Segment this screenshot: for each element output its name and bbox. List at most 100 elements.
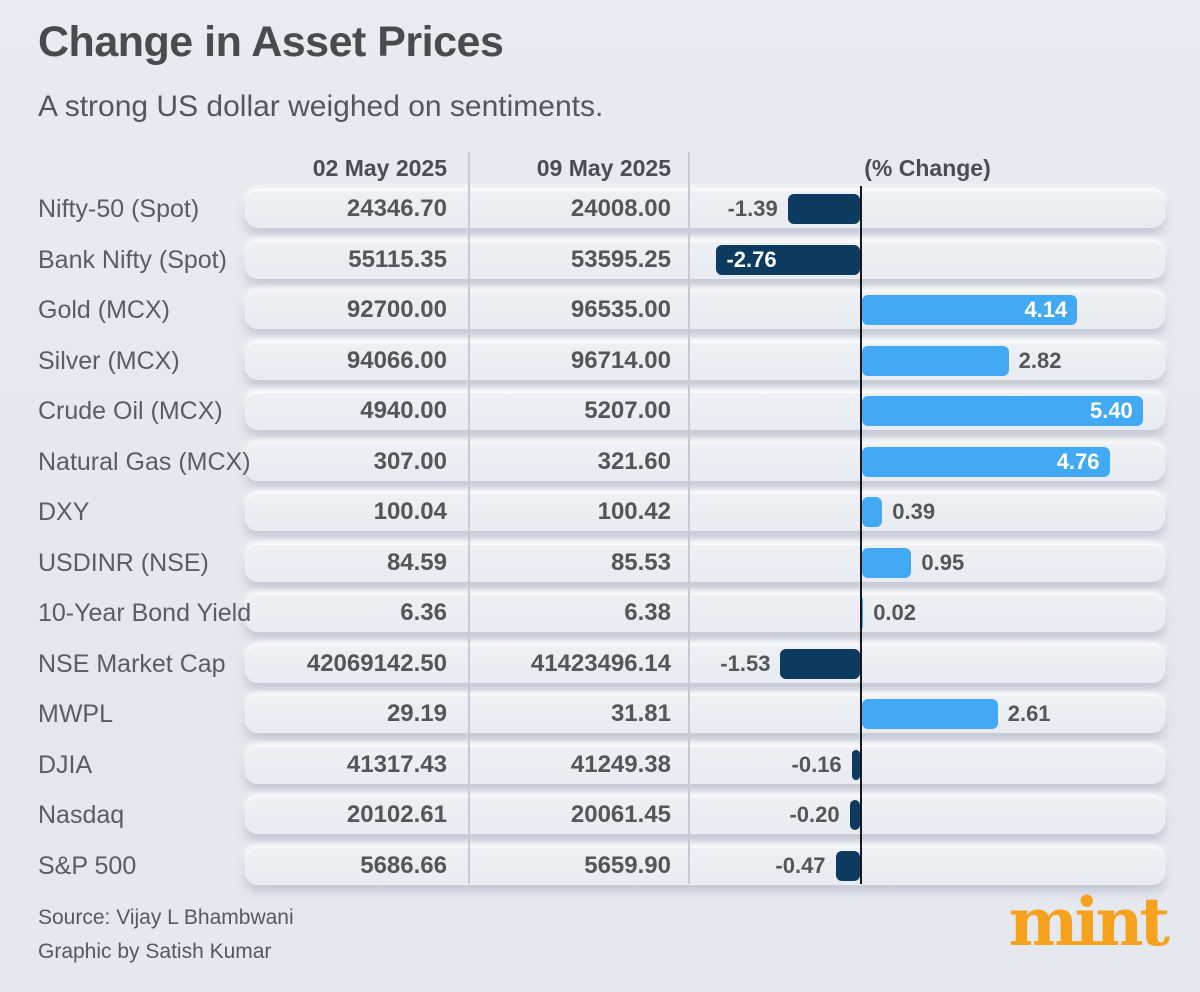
value-02-may: 84.59 <box>386 548 447 576</box>
asset-label: USDINR (NSE) <box>38 548 209 577</box>
value-02-may: 6.36 <box>400 599 447 626</box>
row-background-pill <box>245 644 1165 683</box>
asset-label: S&P 500 <box>38 851 137 880</box>
value-09-may: 20061.45 <box>570 801 671 828</box>
value-02-may: 307.00 <box>373 447 447 475</box>
change-value-label: -0.16 <box>791 751 842 777</box>
table-row: DXY 100.04 100.42 0.39 <box>0 487 1200 538</box>
source-text: Source: Vijay L Bhambwani <box>38 906 294 929</box>
asset-label: DXY <box>38 498 90 526</box>
asset-rows: Nifty-50 (Spot) 24346.70 24008.00 -1.39 Bank… <box>0 184 1200 891</box>
value-09-may: 53595.25 <box>570 245 671 273</box>
value-09-may: 31.81 <box>610 700 671 727</box>
negative-change-bar <box>787 194 860 224</box>
zero-axis-line <box>860 186 862 884</box>
positive-change-bar <box>862 598 864 628</box>
negative-change-bar <box>849 800 860 830</box>
asset-label: Natural Gas (MCX) <box>38 447 251 476</box>
negative-change-bar: -2.76 <box>716 244 860 275</box>
value-09-may: 85.53 <box>610 548 671 576</box>
positive-change-bar <box>862 345 1009 376</box>
negative-change-bar <box>835 850 860 881</box>
change-value-label: 4.14 <box>1024 297 1068 322</box>
change-value-label: 0.02 <box>873 600 917 625</box>
asset-label: Gold (MCX) <box>38 296 170 324</box>
table-row: Silver (MCX) 94066.00 96714.00 2.82 <box>0 336 1200 387</box>
change-value-label: -2.76 <box>726 246 777 272</box>
asset-label: 10-Year Bond Yield <box>38 599 252 627</box>
change-value-label: 0.95 <box>921 549 965 575</box>
negative-change-bar <box>780 648 860 679</box>
table-row: S&P 500 5686.66 5659.90 -0.47 <box>0 841 1200 892</box>
table-row: MWPL 29.19 31.81 2.61 <box>0 689 1200 740</box>
table-row: 10-Year Bond Yield 6.36 6.38 0.02 <box>0 588 1200 639</box>
value-09-may: 5659.90 <box>584 851 671 879</box>
value-02-may: 94066.00 <box>346 346 447 374</box>
value-02-may: 24346.70 <box>346 195 447 222</box>
mint-logo: mint <box>1008 883 1170 961</box>
value-09-may: 6.38 <box>624 599 671 626</box>
negative-change-bar <box>851 749 860 780</box>
row-background-pill <box>245 695 1165 733</box>
change-value-label: -1.53 <box>720 650 771 676</box>
row-background-pill <box>245 493 1165 531</box>
column-header-02-may-2025: 02 May 2025 <box>312 155 447 181</box>
value-02-may: 29.19 <box>386 700 447 727</box>
asset-label: Crude Oil (MCX) <box>38 397 223 425</box>
row-background-pill <box>245 543 1165 582</box>
change-value-label: 5.40 <box>1089 398 1133 423</box>
value-09-may: 5207.00 <box>584 397 671 424</box>
asset-label: Silver (MCX) <box>38 346 180 375</box>
page-subtitle: A strong US dollar weighed on sentiments… <box>38 90 604 123</box>
asset-label: Bank Nifty (Spot) <box>38 245 227 274</box>
column-header-pct-change: (% Change) <box>864 155 991 181</box>
table-row: Gold (MCX) 92700.00 96535.00 4.14 <box>0 285 1200 336</box>
positive-change-bar: 5.40 <box>862 396 1143 426</box>
value-02-may: 20102.61 <box>346 801 447 828</box>
value-02-may: 42069142.50 <box>306 649 447 677</box>
positive-change-bar: 4.76 <box>862 446 1110 477</box>
change-value-label: 4.76 <box>1056 448 1100 474</box>
asset-label: NSE Market Cap <box>38 649 226 678</box>
change-value-label: -0.20 <box>789 802 840 827</box>
positive-change-bar <box>862 699 998 729</box>
value-09-may: 41249.38 <box>570 750 671 778</box>
value-09-may: 100.42 <box>597 498 671 525</box>
row-background-pill <box>245 846 1165 885</box>
positive-change-bar <box>862 547 912 578</box>
positive-change-bar: 4.14 <box>862 295 1078 325</box>
table-row: Nifty-50 (Spot) 24346.70 24008.00 -1.39 <box>0 184 1200 235</box>
table-row: Nasdaq 20102.61 20061.45 -0.20 <box>0 790 1200 841</box>
value-02-may: 5686.66 <box>360 851 447 879</box>
page-title: Change in Asset Prices <box>38 18 504 66</box>
value-02-may: 55115.35 <box>348 245 447 273</box>
value-02-may: 4940.00 <box>360 397 447 424</box>
asset-label: Nasdaq <box>38 801 125 829</box>
table-row: DJIA 41317.43 41249.38 -0.16 <box>0 740 1200 791</box>
value-09-may: 321.60 <box>597 447 671 475</box>
table-row: USDINR (NSE) 84.59 85.53 0.95 <box>0 538 1200 589</box>
column-header-09-may-2025: 09 May 2025 <box>536 155 671 181</box>
column-separator-2 <box>688 152 690 884</box>
table-row: NSE Market Cap 42069142.50 41423496.14 -1.5… <box>0 639 1200 690</box>
table-row: Natural Gas (MCX) 307.00 321.60 4.76 <box>0 437 1200 488</box>
value-02-may: 41317.43 <box>346 750 447 778</box>
asset-label: Nifty-50 (Spot) <box>38 195 200 223</box>
column-separator-1 <box>468 152 470 884</box>
table-row: Crude Oil (MCX) 4940.00 5207.00 5.40 <box>0 386 1200 437</box>
change-value-label: 2.82 <box>1018 347 1062 373</box>
asset-label: DJIA <box>38 750 93 779</box>
row-background-pill <box>245 796 1165 834</box>
row-background-pill <box>245 240 1165 279</box>
value-02-may: 100.04 <box>373 498 447 525</box>
change-value-label: 0.39 <box>892 499 936 524</box>
row-background-pill <box>245 341 1165 380</box>
row-background-pill <box>245 190 1165 228</box>
value-09-may: 41423496.14 <box>530 649 671 677</box>
credit-text: Graphic by Satish Kumar <box>38 940 272 963</box>
change-value-label: 2.61 <box>1007 701 1051 726</box>
positive-change-bar <box>862 497 883 527</box>
value-09-may: 24008.00 <box>570 195 671 222</box>
value-02-may: 92700.00 <box>346 296 447 323</box>
